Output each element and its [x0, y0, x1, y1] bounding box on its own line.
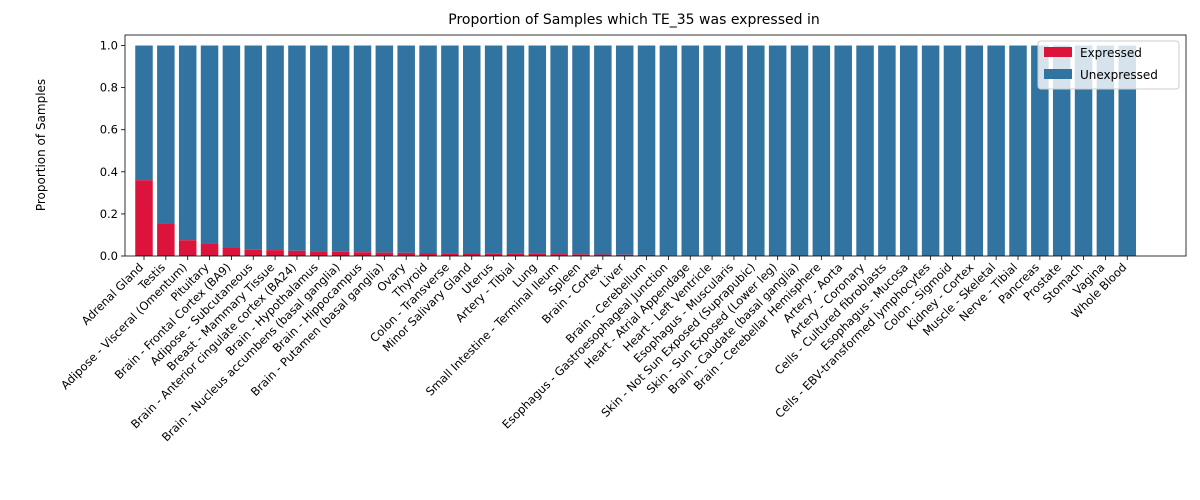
bar-unexpressed [594, 45, 612, 255]
legend-label-expressed: Expressed [1080, 46, 1142, 60]
bar-unexpressed [1074, 45, 1093, 257]
bars [135, 45, 1136, 257]
y-tick-label: 1.0 [100, 39, 118, 53]
bar-expressed [266, 250, 284, 256]
bar-unexpressed [790, 45, 809, 257]
bar-unexpressed [703, 45, 721, 256]
bar-unexpressed [987, 45, 1005, 257]
bar-expressed [550, 254, 568, 256]
legend-label-unexpressed: Unexpressed [1080, 68, 1158, 82]
bar-unexpressed [572, 45, 590, 255]
bar-unexpressed [615, 45, 634, 255]
bar-unexpressed [1096, 45, 1115, 257]
bar-expressed [484, 253, 503, 256]
bar-unexpressed [550, 45, 568, 255]
legend-box [1037, 40, 1180, 90]
bar-unexpressed [528, 45, 547, 254]
bar-unexpressed [288, 45, 306, 251]
bar-unexpressed [331, 45, 350, 252]
bar-unexpressed [965, 45, 984, 257]
bar-unexpressed [506, 45, 525, 254]
bar-unexpressed [768, 45, 787, 257]
bar-expressed [157, 223, 175, 256]
bar-unexpressed [681, 45, 699, 256]
bar-unexpressed [747, 45, 765, 257]
y-tick-label: 0.2 [100, 207, 118, 221]
bar-expressed [506, 253, 525, 256]
bar-unexpressed [353, 45, 372, 253]
bar-unexpressed [637, 45, 656, 255]
bar-expressed [528, 253, 547, 256]
bar-expressed [681, 255, 699, 256]
bar-unexpressed [856, 45, 874, 257]
bar-expressed [441, 253, 459, 256]
bar-unexpressed [812, 45, 831, 257]
bar-unexpressed [921, 45, 940, 257]
bar-expressed [375, 252, 394, 256]
bar-expressed [637, 254, 656, 256]
bar-unexpressed [200, 45, 219, 244]
bar-unexpressed [659, 45, 678, 256]
bar-expressed [178, 240, 197, 256]
bar-unexpressed [1118, 45, 1136, 257]
y-tick-label: 0.0 [100, 249, 118, 263]
bar-unexpressed [834, 45, 852, 257]
bar-unexpressed [1009, 45, 1027, 257]
legend-swatch-unexpressed [1044, 69, 1072, 79]
legend: Expressed Unexpressed [1037, 40, 1180, 90]
bar-unexpressed [943, 45, 962, 257]
bar-expressed [659, 255, 678, 256]
bar-expressed [222, 248, 241, 256]
bar-unexpressed [419, 45, 437, 254]
bar-unexpressed [222, 45, 241, 249]
bar-expressed [331, 251, 350, 256]
bar-unexpressed [397, 45, 415, 253]
bar-unexpressed [178, 45, 197, 241]
bar-unexpressed [900, 45, 918, 257]
bar-unexpressed [725, 45, 743, 256]
bar-expressed [353, 252, 372, 256]
y-tick-label: 0.6 [100, 123, 118, 137]
y-axis-label: Proportion of Samples [34, 79, 48, 211]
bar-unexpressed [310, 45, 328, 252]
y-ticks: 0.0 0.2 0.4 0.6 0.8 1.0 [100, 39, 125, 263]
bar-expressed [135, 180, 153, 256]
bar-unexpressed [244, 45, 262, 250]
bar-unexpressed [266, 45, 284, 251]
plot-frame [124, 34, 1187, 257]
bar-unexpressed [463, 45, 481, 254]
bar-unexpressed [375, 45, 394, 253]
legend-swatch-expressed [1044, 47, 1072, 57]
bar-unexpressed [878, 45, 896, 257]
bar-unexpressed [135, 45, 153, 181]
bar-expressed [244, 249, 262, 256]
bar-unexpressed [484, 45, 503, 254]
bar-expressed [572, 254, 590, 256]
bar-expressed [463, 253, 481, 256]
bar-expressed [397, 252, 415, 256]
bar-expressed [288, 250, 306, 256]
y-tick-label: 0.8 [100, 81, 118, 95]
bar-expressed [310, 251, 328, 256]
bar-expressed [594, 254, 612, 256]
y-tick-label: 0.4 [100, 165, 118, 179]
chart-title: Proportion of Samples which TE_35 was ex… [448, 12, 819, 28]
bar-unexpressed [1052, 45, 1071, 257]
bar-expressed [200, 243, 219, 256]
bar-expressed [615, 254, 634, 256]
bar-unexpressed [157, 45, 175, 224]
bar-unexpressed [441, 45, 459, 254]
bar-unexpressed [1031, 45, 1049, 257]
bar-expressed [419, 253, 437, 256]
